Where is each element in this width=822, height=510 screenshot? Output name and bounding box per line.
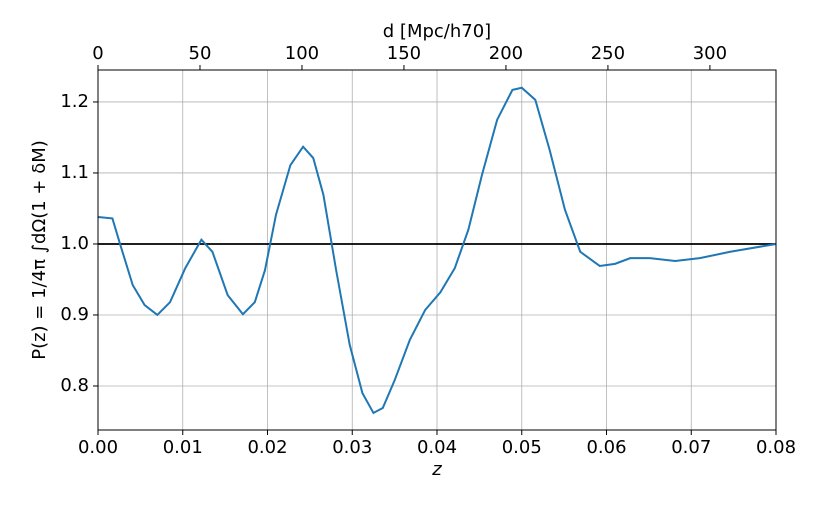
x-tick-label: 0.00 [78,437,118,458]
plot-frame [97,69,777,431]
y-tick-label: 1.2 [60,91,89,112]
x-tick-label: 0.01 [163,437,203,458]
x-axis-label: z [431,459,442,480]
y-tick-label: 1.1 [60,162,89,183]
top-tick-label: 250 [591,43,625,64]
y-tick-label: 0.9 [60,304,89,325]
x-tick-label: 0.06 [586,437,626,458]
x-tick-label: 0.08 [756,437,796,458]
top-axis-label: d [Mpc/h70] [383,21,491,42]
y-axis-label: P(z) = 1/4π ∫dΩ(1 + δM) [29,140,50,360]
x-tick-label: 0.05 [502,437,542,458]
x-tick-label: 0.07 [671,437,711,458]
top-tick-label: 200 [489,43,523,64]
top-tick-label: 50 [189,43,212,64]
top-tick-label: 150 [387,43,421,64]
top-tick-label: 300 [693,43,727,64]
data-line [97,86,777,415]
top-tick-label: 0 [92,43,103,64]
x-tick-label: 0.04 [417,437,457,458]
x-tick-label: 0.03 [332,437,372,458]
top-tick-label: 100 [285,43,319,64]
y-tick-label: 1.0 [60,233,89,254]
y-tick-label: 0.8 [60,375,89,396]
x-tick-label: 0.02 [247,437,287,458]
